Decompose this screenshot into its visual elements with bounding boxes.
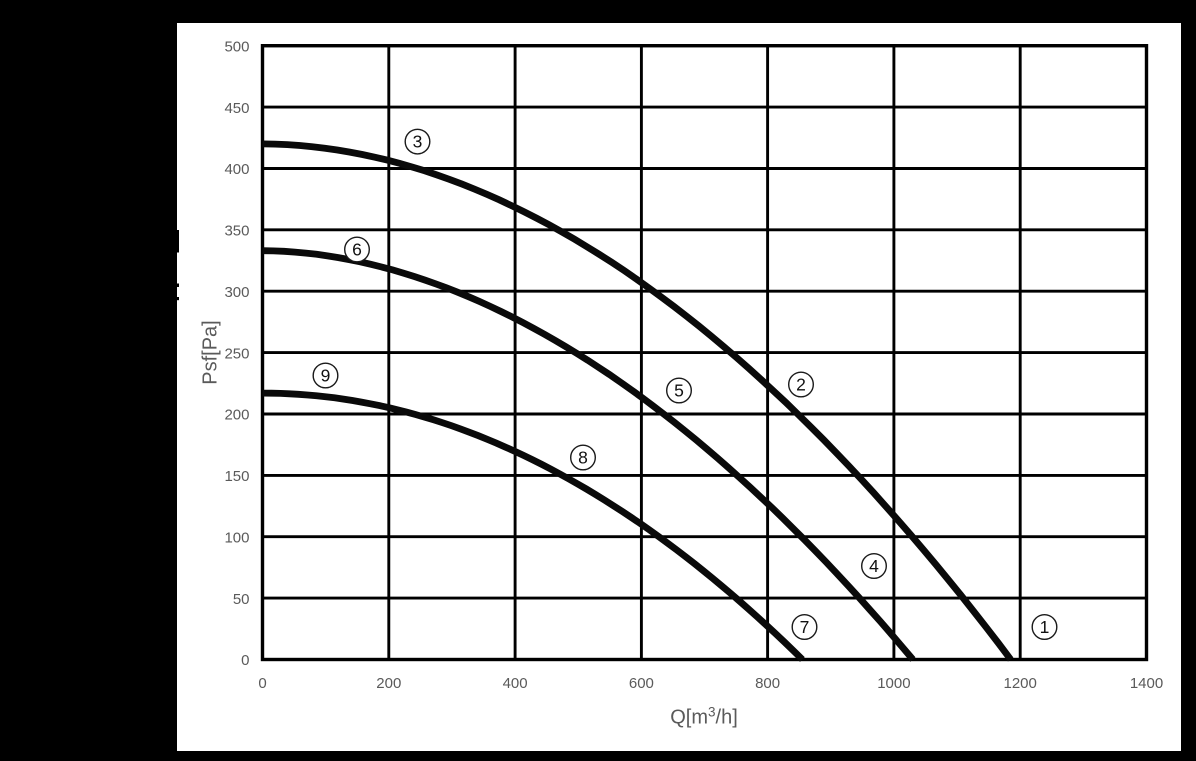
svg-text:400: 400	[224, 161, 249, 178]
svg-text:200: 200	[376, 675, 401, 692]
svg-text:8: 8	[578, 448, 588, 468]
svg-text:3: 3	[413, 132, 423, 152]
svg-text:300: 300	[224, 284, 249, 301]
svg-text:350: 350	[224, 223, 249, 240]
svg-text:800: 800	[755, 675, 780, 692]
svg-text:250: 250	[224, 345, 249, 362]
svg-text:6: 6	[352, 240, 362, 260]
svg-text:450: 450	[224, 100, 249, 117]
svg-text:9: 9	[321, 366, 331, 386]
svg-text:5: 5	[674, 381, 684, 401]
svg-text:Q[m3/h]: Q[m3/h]	[670, 705, 738, 729]
svg-text:400: 400	[503, 675, 528, 692]
svg-text:7: 7	[800, 617, 810, 637]
svg-text:2: 2	[796, 375, 806, 395]
svg-text:1: 1	[1040, 617, 1050, 637]
svg-text:100: 100	[224, 529, 249, 546]
svg-text:0: 0	[258, 675, 266, 692]
svg-text:1400: 1400	[1130, 675, 1163, 692]
svg-text:50: 50	[233, 591, 250, 608]
svg-text:Psf[Pa]: Psf[Pa]	[200, 320, 222, 384]
svg-text:600: 600	[629, 675, 654, 692]
svg-text:4: 4	[869, 556, 879, 576]
svg-text:200: 200	[224, 407, 249, 424]
svg-text:1200: 1200	[1004, 675, 1037, 692]
svg-text:1000: 1000	[877, 675, 910, 692]
svg-text:0: 0	[241, 652, 249, 669]
svg-text:150: 150	[224, 468, 249, 485]
svg-text:500: 500	[224, 38, 249, 55]
